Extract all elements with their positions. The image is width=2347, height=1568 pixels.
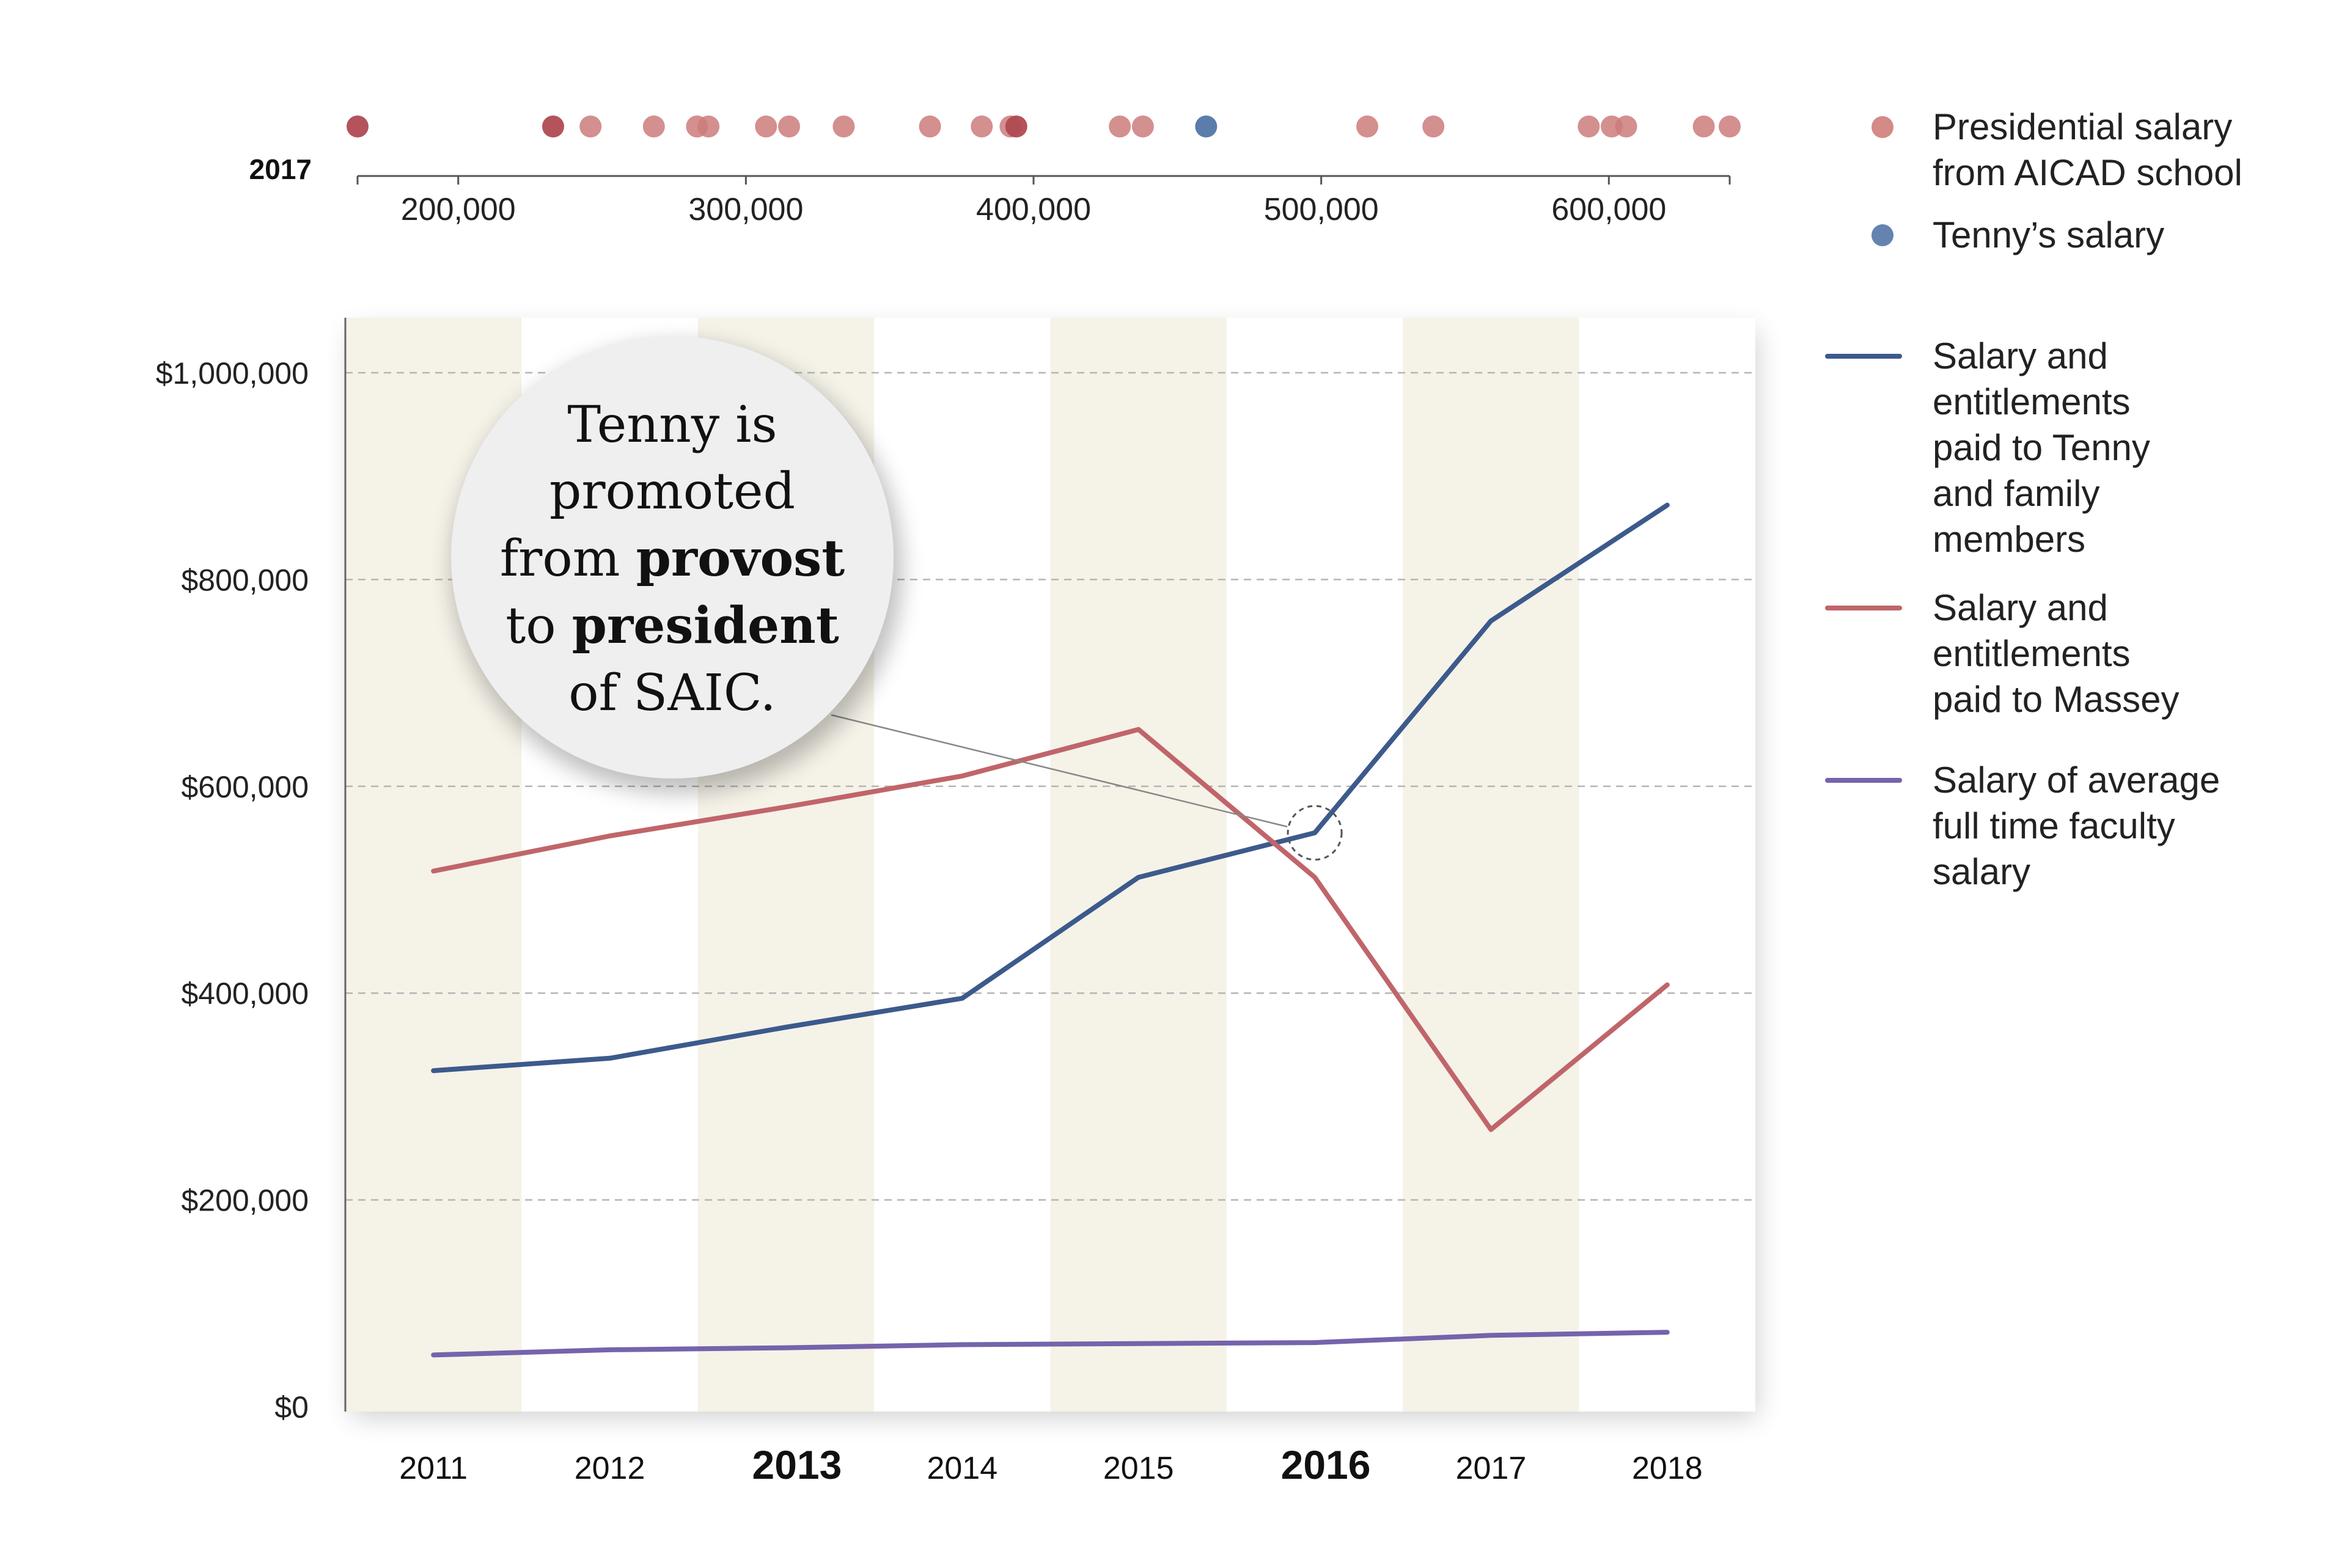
aicad-salary-dot (347, 115, 369, 137)
series-line-3 (431, 1330, 1670, 1358)
strip-tick-label: 200,000 (401, 192, 516, 227)
aicad-salary-dot (971, 115, 993, 137)
x-tick-label: 2014 (927, 1451, 997, 1486)
x-tick-label: 2015 (1103, 1451, 1174, 1486)
legend-label-line: Salary and (1933, 587, 2108, 628)
y-tick-label: $600,000 (181, 770, 309, 804)
annotation-leader-line (831, 714, 1288, 828)
legend-label: Tenny’s salary (1933, 214, 2164, 255)
strip-dots (347, 115, 1741, 137)
promotion-annotation: Tenny is promoted from provost to president… (451, 336, 1343, 861)
aicad-salary-dot (1131, 115, 1154, 137)
aicad-salary-dot (1422, 115, 1445, 137)
legend-label: Salary and entitlements paid to Tenny and f… (1933, 335, 2150, 560)
legend-label-line: Tenny’s salary (1933, 214, 2164, 255)
aicad-salary-dot (542, 115, 564, 137)
annotation-emphasis: provost (636, 529, 845, 588)
annotation-text-part: promoted (549, 463, 795, 521)
x-tick-label: 2013 (752, 1442, 842, 1487)
x-tick-label: 2018 (1632, 1451, 1703, 1486)
legend-label: Salary and entitlements paid to Massey (1933, 587, 2180, 720)
annotation-line: Tenny is (567, 396, 777, 454)
aicad-salary-dot (1578, 115, 1600, 137)
aicad-salary-dot (1719, 115, 1741, 137)
x-tick-label: 2016 (1281, 1442, 1371, 1487)
legend-label-line: paid to Massey (1933, 679, 2180, 720)
legend-label-line: members (1933, 519, 2085, 560)
aicad-salary-dot (1109, 115, 1131, 137)
annotation-text-part: to (505, 597, 571, 655)
legend-label: Salary of average full time faculty salary (1933, 760, 2220, 892)
legend-item-5: Salary of average full time faculty salary (1825, 760, 2220, 892)
strip-tick-label: 300,000 (688, 192, 803, 227)
annotation-text: Tenny is promoted from provost to president… (500, 396, 845, 722)
y-tick-label: $200,000 (181, 1184, 309, 1218)
aicad-salary-dot (1615, 115, 1637, 137)
legend-dot-marker (1871, 116, 1893, 138)
legend-label-line: Salary and (1933, 335, 2108, 376)
legend-label-line: Salary of average (1933, 760, 2220, 800)
series-lines (431, 502, 1670, 1358)
legend-item-3: Salary and entitlements paid to Tenny and f… (1825, 335, 2150, 560)
legend-label-line: entitlements (1933, 381, 2131, 422)
aicad-salary-dot (1692, 115, 1715, 137)
annotation-text-part: of SAIC. (568, 664, 776, 722)
y-tick-label: $400,000 (181, 976, 309, 1011)
legend-item-4: Salary and entitlements paid to Massey (1825, 587, 2180, 720)
annotation-target-circle (1287, 805, 1343, 861)
legend-label-line: full time faculty (1933, 805, 2175, 846)
legend-item-2: Tenny’s salary (1871, 214, 2164, 255)
y-tick-label: $1,000,000 (156, 356, 309, 390)
legend-label-line: entitlements (1933, 633, 2131, 674)
annotation-text-part: from (500, 530, 636, 588)
aicad-salary-dot (755, 115, 777, 137)
x-tick-labels: 2011 2012 2013 2014 2015 2016 2017 2018 (399, 1442, 1702, 1487)
series-line-1 (431, 502, 1670, 1074)
y-tick-label: $0 (274, 1390, 309, 1424)
x-tick-label: 2011 (399, 1451, 468, 1486)
legend: Presidential salary from AICAD school Tenn… (1825, 106, 2242, 892)
legend-label-line: paid to Tenny (1933, 427, 2150, 468)
aicad-salary-dot (642, 115, 665, 137)
strip-year-label: 2017 (249, 153, 312, 185)
annotation-emphasis: president (572, 596, 839, 655)
series-line-2 (431, 727, 1670, 1132)
annotation-text-part: Tenny is (567, 396, 777, 454)
aicad-salary-dot (919, 115, 941, 137)
legend-label-line: Presidential salary (1933, 106, 2232, 147)
legend-label-line: and family (1933, 473, 2099, 514)
aicad-salary-dot (1005, 115, 1027, 137)
annotation-line: promoted (549, 463, 795, 521)
year-band-2017 (1403, 318, 1579, 1412)
tenny-salary-dot (1195, 115, 1218, 137)
aicad-salary-dot (697, 115, 720, 137)
annotation-line: from provost (500, 529, 845, 588)
strip-tick-label: 400,000 (976, 192, 1091, 227)
annotation-line: to president (505, 596, 839, 655)
aicad-salary-dot (778, 115, 800, 137)
legend-label-line: from AICAD school (1933, 152, 2242, 193)
y-tick-labels: $0 $200,000 $400,000 $600,000 $800,000 $1,000… (156, 356, 309, 1424)
aicad-salary-dot (832, 115, 855, 137)
strip-ticks: 200,000 300,000 400,000 500,000 600,000 (356, 176, 1731, 227)
legend-item-1: Presidential salary from AICAD school (1871, 106, 2242, 193)
strip-tick-label: 500,000 (1264, 192, 1379, 227)
year-band-2015 (1050, 318, 1227, 1412)
strip-tick-label: 600,000 (1551, 192, 1666, 227)
x-tick-label: 2017 (1456, 1451, 1527, 1486)
aicad-salary-dot (1356, 115, 1378, 137)
line-chart-panel: $0 $200,000 $400,000 $600,000 $800,000 $1,000… (156, 318, 1757, 1487)
legend-label: Presidential salary from AICAD school (1933, 106, 2242, 193)
legend-dot-marker (1871, 224, 1893, 246)
annotation-line: of SAIC. (568, 664, 776, 722)
annotation-bubble (451, 336, 894, 779)
x-tick-label: 2012 (575, 1451, 645, 1486)
y-tick-label: $800,000 (181, 563, 309, 597)
aicad-dot-strip: 2017 200,000 300,000 400,000 500,000 600,000 (249, 115, 1741, 227)
legend-label-line: salary (1933, 851, 2030, 892)
aicad-salary-dot (579, 115, 602, 137)
